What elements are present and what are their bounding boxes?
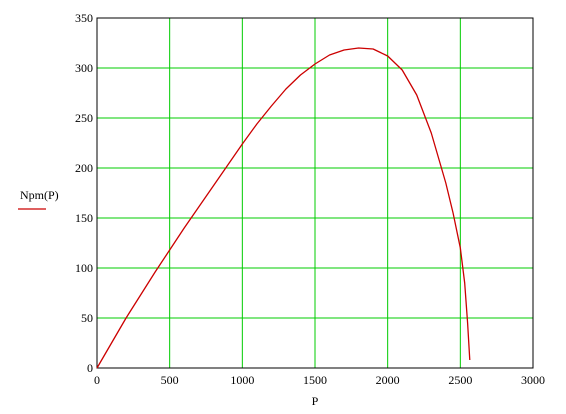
x-tick-label-1: 500 — [161, 373, 179, 387]
y-tick-label-3: 150 — [75, 211, 93, 225]
x-tick-label-0: 0 — [94, 373, 100, 387]
x-tick-label-5: 2500 — [448, 373, 472, 387]
x-axis-label: P — [312, 394, 319, 408]
y-axis-ticks: 0 50 100 150 200 250 300 350 — [75, 11, 93, 375]
x-axis-ticks: 0 500 1000 1500 2000 2500 3000 — [94, 373, 545, 387]
x-tick-label-2: 1000 — [230, 373, 254, 387]
y-tick-label-0: 0 — [87, 361, 93, 375]
y-tick-label-1: 50 — [81, 311, 93, 325]
y-tick-label-4: 200 — [75, 161, 93, 175]
y-tick-label-7: 350 — [75, 11, 93, 25]
y-tick-label-5: 250 — [75, 111, 93, 125]
y-axis-label: Npm(P) — [20, 188, 59, 202]
series-line-npm — [96, 47, 471, 369]
y-tick-label-6: 300 — [75, 61, 93, 75]
x-tick-label-3: 1500 — [303, 373, 327, 387]
grid-lines — [97, 18, 533, 368]
plot-frame — [96, 17, 534, 369]
x-tick-label-6: 3000 — [521, 373, 545, 387]
y-tick-label-2: 100 — [75, 261, 93, 275]
x-tick-label-4: 2000 — [376, 373, 400, 387]
